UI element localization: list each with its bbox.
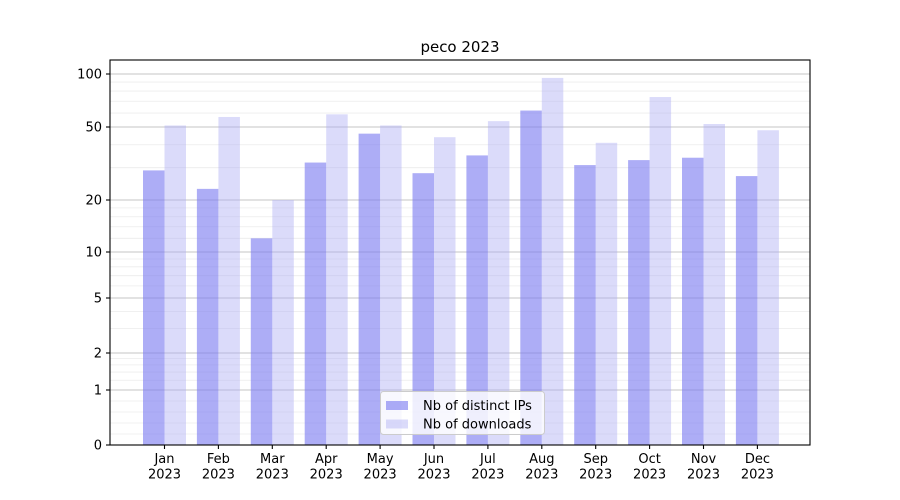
- x-tick-label-mar: Mar: [260, 452, 285, 467]
- y-tick-label-1: 1: [94, 384, 102, 399]
- chart-title: peco 2023: [420, 38, 499, 56]
- bar-dec-distinct-ips: [735, 176, 758, 446]
- x-tick-label-jun: Jun: [423, 452, 444, 467]
- bar-nov-distinct-ips: [682, 157, 704, 446]
- bar-jun-downloads: [434, 137, 456, 445]
- bar-apr-downloads: [326, 114, 348, 445]
- bar-dec-downloads: [757, 130, 779, 445]
- x-tick-label-may-year: 2023: [364, 468, 397, 483]
- y-tick-label-10: 10: [85, 246, 102, 261]
- bar-sep-downloads: [595, 142, 618, 445]
- legend-swatch-downloads: [386, 419, 408, 429]
- bar-may-downloads: [380, 125, 402, 445]
- bar-jan-distinct-ips: [143, 170, 165, 445]
- bar-aug-distinct-ips: [520, 110, 542, 445]
- x-tick-label-jun-year: 2023: [417, 468, 450, 483]
- legend-label-downloads: Nb of downloads: [423, 418, 532, 433]
- bar-oct-distinct-ips: [628, 160, 650, 446]
- y-tick-label-5: 5: [94, 292, 102, 307]
- x-tick-label-sep-year: 2023: [579, 468, 612, 483]
- x-tick-label-nov-year: 2023: [687, 468, 720, 483]
- bar-feb-downloads: [218, 116, 240, 446]
- bar-jul-downloads: [487, 121, 510, 445]
- x-tick-label-aug-year: 2023: [525, 468, 558, 483]
- y-tick-label-0: 0: [94, 439, 102, 454]
- y-tick-label-20: 20: [85, 194, 102, 209]
- x-tick-label-jul-year: 2023: [471, 468, 504, 483]
- bar-jun-distinct-ips: [412, 173, 434, 445]
- legend-box: [380, 391, 545, 435]
- x-tick-label-feb-year: 2023: [202, 468, 235, 483]
- x-tick-label-may: May: [367, 452, 394, 467]
- y-tick-label-50: 50: [85, 121, 102, 136]
- bar-mar-distinct-ips: [250, 238, 273, 445]
- x-tick-label-nov: Nov: [691, 452, 717, 467]
- bar-nov-downloads: [703, 124, 725, 446]
- x-tick-label-jul: Jul: [479, 452, 496, 467]
- bar-apr-distinct-ips: [304, 162, 327, 445]
- legend-label-distinct-ips: Nb of distinct IPs: [423, 399, 532, 414]
- y-axis: 0 1 2 5 10 20 50 100: [77, 68, 110, 454]
- bar-oct-downloads: [649, 97, 672, 445]
- x-tick-label-jan: Jan: [153, 452, 174, 467]
- x-tick-label-sep: Sep: [583, 452, 608, 467]
- x-tick-label-dec-year: 2023: [741, 468, 774, 483]
- x-tick-label-oct: Oct: [638, 452, 660, 467]
- bar-sep-distinct-ips: [574, 165, 596, 445]
- bars: [143, 77, 779, 446]
- x-tick-label-dec: Dec: [745, 452, 770, 467]
- bar-feb-distinct-ips: [196, 188, 219, 445]
- x-tick-label-aug: Aug: [529, 452, 554, 467]
- bar-jul-distinct-ips: [466, 155, 488, 445]
- bar-jan-downloads: [164, 125, 186, 445]
- y-tick-label-2: 2: [94, 347, 102, 362]
- x-tick-label-mar-year: 2023: [256, 468, 289, 483]
- legend-swatch-distinct-ips: [386, 401, 408, 410]
- x-tick-label-oct-year: 2023: [633, 468, 666, 483]
- bar-aug-downloads: [541, 77, 564, 445]
- legend: Nb of distinct IPs Nb of downloads: [380, 391, 545, 435]
- bar-may-distinct-ips: [358, 133, 381, 445]
- x-tick-label-jan-year: 2023: [148, 468, 181, 483]
- bar-mar-downloads: [272, 200, 294, 445]
- x-tick-label-apr-year: 2023: [310, 468, 343, 483]
- x-tick-label-apr: Apr: [315, 452, 338, 467]
- x-tick-label-feb: Feb: [207, 452, 230, 467]
- y-tick-label-100: 100: [77, 68, 102, 83]
- x-axis: Jan2023Feb2023Mar2023Apr2023May2023Jun20…: [148, 445, 774, 483]
